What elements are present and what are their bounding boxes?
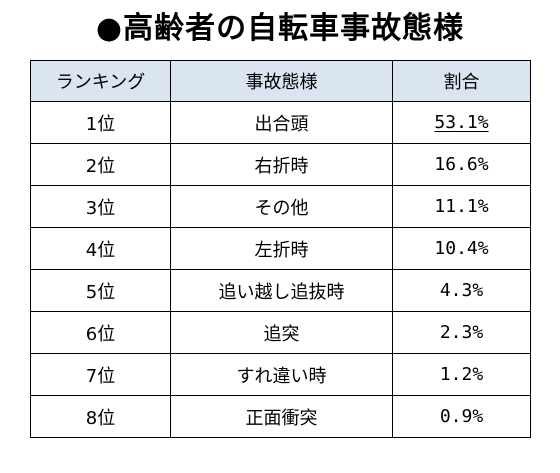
rank-cell: 3位 bbox=[30, 185, 171, 228]
table-row: 7位 すれ違い時 1.2% bbox=[30, 353, 531, 396]
accident-type-cell: 左折時 bbox=[170, 227, 393, 270]
column-header-ranking: ランキング bbox=[30, 60, 171, 102]
column-header-accident-type: 事故態様 bbox=[170, 60, 393, 102]
share-cell: 1.2% bbox=[392, 353, 531, 396]
table-row: 8位 正面衝突 0.9% bbox=[30, 395, 531, 438]
table-row: 4位 左折時 10.4% bbox=[30, 227, 531, 270]
accident-type-cell: 正面衝突 bbox=[170, 395, 393, 438]
accident-type-cell: すれ違い時 bbox=[170, 353, 393, 396]
share-cell: 16.6% bbox=[392, 143, 531, 186]
rank-cell: 2位 bbox=[30, 143, 171, 186]
share-cell: 2.3% bbox=[392, 311, 531, 354]
table-row: 1位 出合頭 53.1% bbox=[30, 101, 531, 144]
table-header-row: ランキング 事故態様 割合 bbox=[30, 60, 531, 102]
rank-cell: 5位 bbox=[30, 269, 171, 312]
rank-cell: 1位 bbox=[30, 101, 171, 144]
table-row: 3位 その他 11.1% bbox=[30, 185, 531, 228]
share-cell: 4.3% bbox=[392, 269, 531, 312]
table-row: 5位 追い越し追抜時 4.3% bbox=[30, 269, 531, 312]
accident-type-cell: 右折時 bbox=[170, 143, 393, 186]
accident-type-table: ランキング 事故態様 割合 1位 出合頭 53.1% 2位 右折時 16.6% … bbox=[30, 60, 531, 438]
page-title: ●高齢者の自転車事故態様 bbox=[95, 11, 465, 46]
accident-type-cell: 追突 bbox=[170, 311, 393, 354]
table-row: 2位 右折時 16.6% bbox=[30, 143, 531, 186]
share-cell: 53.1% bbox=[392, 101, 531, 144]
rank-cell: 8位 bbox=[30, 395, 171, 438]
share-cell: 11.1% bbox=[392, 185, 531, 228]
share-cell: 10.4% bbox=[392, 227, 531, 270]
share-cell: 0.9% bbox=[392, 395, 531, 438]
rank-cell: 4位 bbox=[30, 227, 171, 270]
share-value-highlighted: 53.1% bbox=[434, 112, 489, 133]
rank-cell: 6位 bbox=[30, 311, 171, 354]
accident-type-cell: その他 bbox=[170, 185, 393, 228]
accident-type-cell: 追い越し追抜時 bbox=[170, 269, 393, 312]
rank-cell: 7位 bbox=[30, 353, 171, 396]
accident-type-cell: 出合頭 bbox=[170, 101, 393, 144]
table-row: 6位 追突 2.3% bbox=[30, 311, 531, 354]
column-header-share: 割合 bbox=[392, 60, 531, 102]
